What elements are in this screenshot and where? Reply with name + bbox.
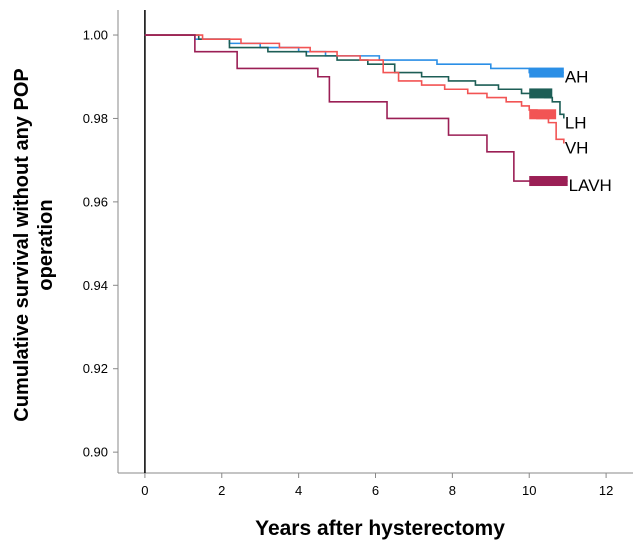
x-tick-label: 6: [372, 483, 379, 498]
y-tick-label: 0.94: [83, 278, 108, 293]
censor-marks-ah: [529, 67, 564, 78]
series-label-lavh: LAVH: [569, 176, 612, 195]
x-tick-label: 8: [449, 483, 456, 498]
y-axis-title-line-2: operation: [35, 199, 57, 290]
y-tick-label: 1.00: [83, 28, 108, 43]
series-line-ah: [144, 34, 564, 74]
y-tick-label: 0.90: [83, 445, 108, 460]
y-tick-label: 0.96: [83, 194, 108, 209]
x-tick-label: 10: [522, 483, 536, 498]
series-line-lh: [144, 34, 565, 119]
y-axis-title-line-1: Cumulative survival without any POP: [11, 68, 33, 421]
x-tick-label: 0: [141, 483, 148, 498]
y-tick-label: 0.92: [83, 361, 108, 376]
series-label-ah: AH: [565, 68, 589, 87]
y-tick-label: 0.98: [83, 111, 108, 126]
censor-marks-lavh: [529, 176, 568, 187]
series-label-lh: LH: [565, 113, 587, 132]
labels-layer: AH LH VH LAVH: [565, 68, 612, 195]
x-tick-label: 12: [599, 483, 613, 498]
x-tick-label: 2: [218, 483, 225, 498]
censor-marks-vh: [529, 109, 557, 120]
axes: 0.90 0.92 0.94 0.96 0.98 1.00 0 2 4 6 8 10 12: [83, 10, 633, 498]
series-line-lavh: [144, 34, 568, 182]
x-axis-title: Years after hysterectomy: [255, 517, 505, 540]
x-tick-label: 4: [295, 483, 302, 498]
series-layer: [144, 34, 568, 187]
censor-marks-lh: [529, 88, 553, 99]
series-label-vh: VH: [565, 138, 589, 157]
